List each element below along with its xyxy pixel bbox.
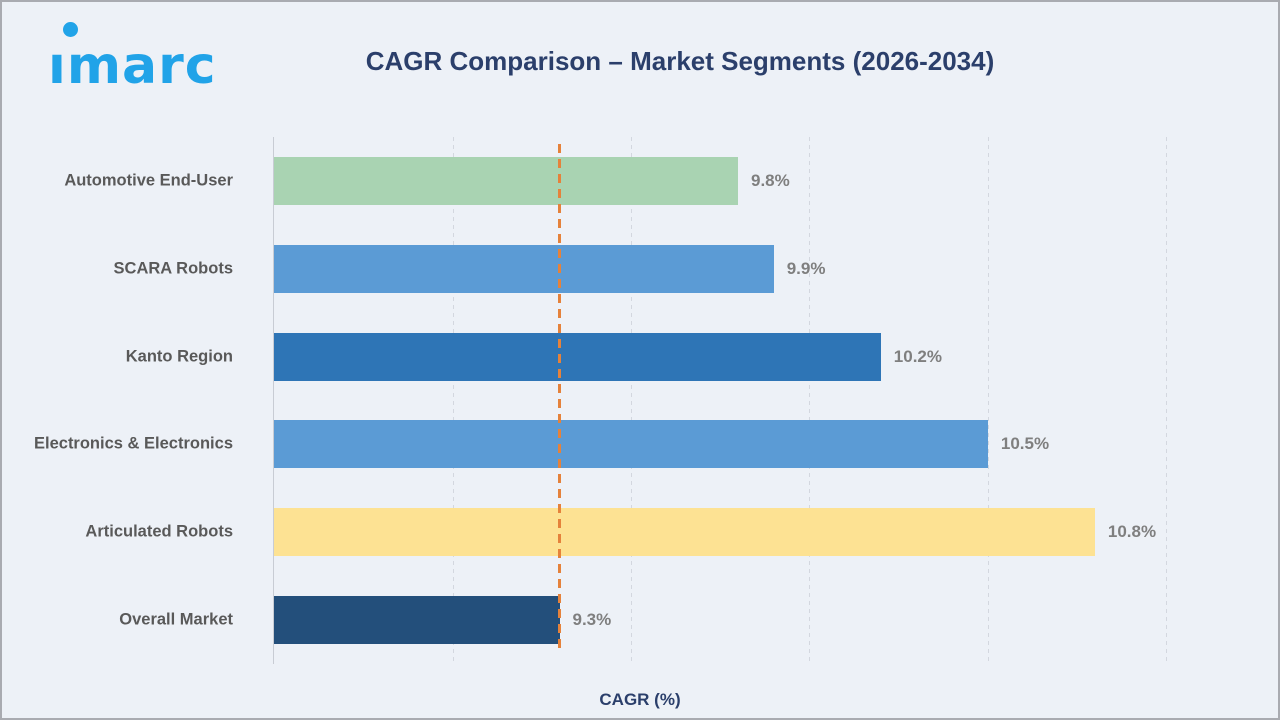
x-axis-label: CAGR (%): [599, 690, 681, 709]
bar-overall-market: [274, 596, 560, 645]
category-label: Articulated Robots: [85, 522, 233, 541]
value-label: 9.8%: [751, 170, 790, 190]
value-label: 9.9%: [786, 258, 826, 278]
bar-electronics-electronics: [274, 420, 988, 469]
bar-kanto-region: [274, 332, 881, 381]
gridline: [452, 137, 454, 664]
logo-dot-icon: [63, 22, 78, 37]
value-label: 9.3%: [572, 610, 612, 630]
value-label: 10.5%: [1000, 434, 1050, 454]
reference-line: [558, 144, 561, 652]
chart-title: CAGR Comparison – Market Segments (2026-…: [365, 46, 995, 76]
category-label: Automotive End-User: [64, 171, 233, 190]
logo-text: ımarc: [48, 36, 217, 96]
gridline: [809, 137, 811, 664]
gridline: [630, 137, 632, 664]
value-label: 10.8%: [1107, 522, 1157, 542]
gridline: [987, 137, 989, 664]
category-label: Kanto Region: [125, 347, 233, 366]
imarc-logo: ımarc: [48, 20, 268, 110]
category-label: Electronics & Electronics: [34, 434, 233, 453]
category-label: Overall Market: [119, 610, 233, 629]
value-label: 10.2%: [893, 346, 942, 366]
category-labels: Automotive End-User SCARA Robots Kanto Reg…: [2, 137, 253, 664]
bar-automotive-end-user: [274, 156, 738, 205]
plot-area: 9.8% 9.9% 10.2% 10.5% 10.8% 9.3%: [273, 137, 1252, 664]
gridline: [1166, 137, 1168, 664]
category-label: SCARA Robots: [113, 259, 233, 278]
bar-scara-robots: [274, 244, 774, 293]
bar-articulated-robots: [274, 508, 1095, 557]
